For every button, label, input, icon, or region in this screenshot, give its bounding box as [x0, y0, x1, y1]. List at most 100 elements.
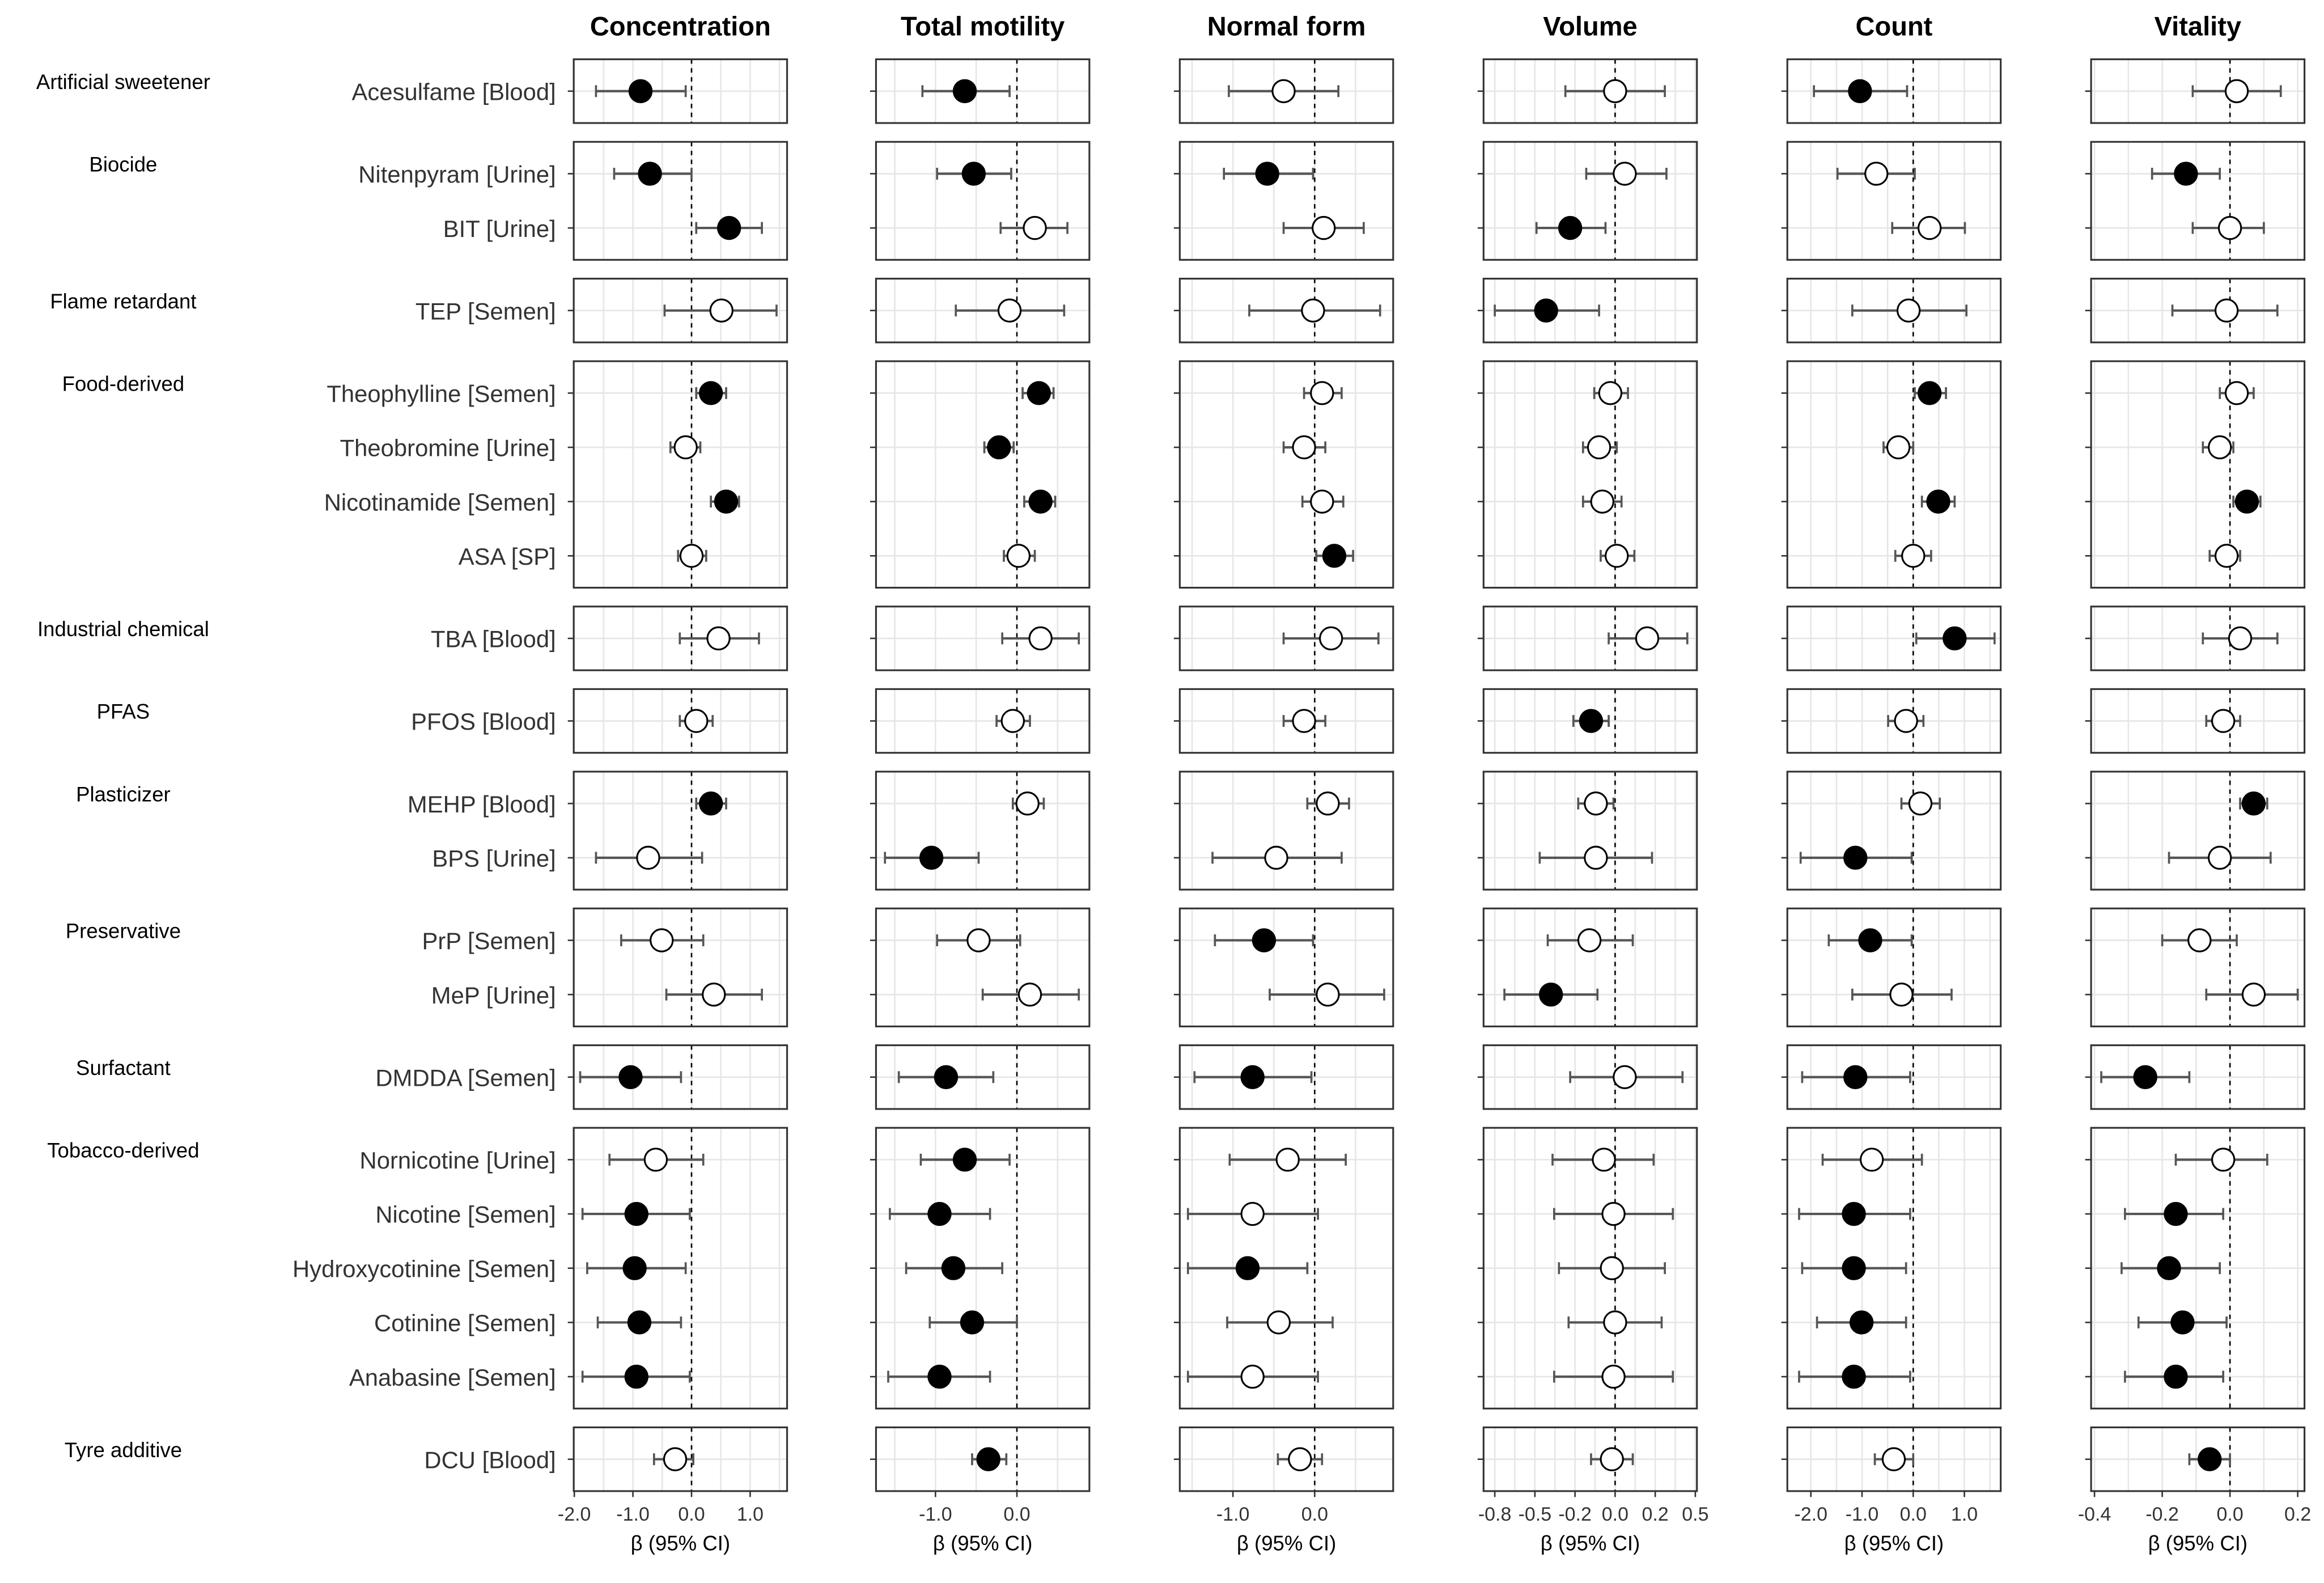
- panel-border: [2090, 141, 2306, 261]
- point-nonsignificant: [2211, 709, 2236, 733]
- x-tick-label: -2.0: [558, 1504, 591, 1525]
- panel-border: [572, 277, 788, 344]
- point-nonsignificant: [1316, 982, 1340, 1007]
- point-nonsignificant: [2208, 435, 2232, 460]
- group-label: Tobacco-derived: [47, 1138, 199, 1162]
- panel-volume: Volume -0.8 -0.5 -0.2 0.0 0.2 0.5 β (95% CI): [1477, 11, 1709, 1555]
- panel-border: [572, 688, 788, 754]
- point-nonsignificant: [679, 544, 704, 568]
- point-nonsignificant: [1896, 298, 1921, 323]
- row-label: ASA [SP]: [459, 543, 556, 570]
- point-significant: [1848, 79, 1872, 103]
- point-nonsignificant: [1601, 1364, 1626, 1389]
- point-nonsignificant: [650, 928, 674, 953]
- x-tick-label: 0.5: [1682, 1504, 1708, 1525]
- panel-border: [572, 1044, 788, 1110]
- point-significant: [927, 1364, 952, 1389]
- point-nonsignificant: [1319, 626, 1343, 651]
- panel-background: [1483, 361, 1697, 588]
- point-nonsignificant: [1584, 845, 1608, 870]
- point-nonsignificant: [1017, 982, 1042, 1007]
- panel-border: [1786, 771, 2002, 891]
- row-label: PFOS [Blood]: [411, 708, 556, 735]
- panel-border: [2090, 1127, 2306, 1410]
- row-label: MEHP [Blood]: [408, 791, 556, 818]
- point-nonsignificant: [636, 845, 660, 870]
- point-significant: [1842, 1364, 1866, 1389]
- panel-background: [1787, 361, 2001, 588]
- panel-border: [1482, 907, 1698, 1027]
- group-label: Surfactant: [76, 1056, 171, 1080]
- point-significant: [2170, 1310, 2195, 1335]
- point-nonsignificant: [1590, 489, 1614, 514]
- point-significant: [1579, 709, 1604, 733]
- point-nonsignificant: [2224, 381, 2249, 405]
- group-label: Biocide: [89, 153, 157, 176]
- point-significant: [1534, 298, 1558, 323]
- panel-border: [1482, 771, 1698, 891]
- panel-border: [1786, 58, 2002, 124]
- panel-border: [2090, 58, 2306, 124]
- point-nonsignificant: [1006, 544, 1031, 568]
- panel-title: Normal form: [1207, 11, 1366, 41]
- panel-background: [876, 771, 1089, 890]
- point-nonsignificant: [643, 1148, 668, 1172]
- panel-border: [1482, 58, 1698, 124]
- x-tick-label: 0.0: [2216, 1504, 2243, 1525]
- point-significant: [952, 79, 977, 103]
- point-nonsignificant: [1240, 1364, 1265, 1389]
- x-tick-label: -0.8: [1478, 1504, 1512, 1525]
- point-significant: [638, 162, 662, 186]
- panel-border: [1178, 771, 1394, 891]
- panel-background: [1483, 142, 1697, 260]
- point-nonsignificant: [1264, 845, 1288, 870]
- panel-background: [2091, 771, 2305, 890]
- panel-background: [1483, 771, 1697, 890]
- x-tick-label: -0.4: [2078, 1504, 2111, 1525]
- point-nonsignificant: [1598, 381, 1623, 405]
- panel-background: [1180, 142, 1393, 260]
- point-significant: [618, 1065, 643, 1089]
- panel-border: [2090, 277, 2306, 344]
- panel-background: [1787, 142, 2001, 260]
- row-label: DCU [Blood]: [424, 1446, 555, 1473]
- row-label: Hydroxycotinine [Semen]: [292, 1255, 556, 1282]
- group-label: Flame retardant: [50, 290, 196, 313]
- point-significant: [1843, 1065, 1868, 1089]
- panel-border: [2090, 1044, 2306, 1110]
- point-nonsignificant: [663, 1447, 688, 1471]
- panel-border: [875, 277, 1091, 344]
- row-label: Acesulfame [Blood]: [352, 78, 556, 105]
- point-nonsignificant: [2208, 845, 2232, 870]
- point-nonsignificant: [2217, 215, 2242, 240]
- x-tick-label: -0.2: [1558, 1504, 1592, 1525]
- x-tick-label: 0.2: [2284, 1504, 2311, 1525]
- panel-border: [1178, 606, 1394, 671]
- point-significant: [1558, 215, 1583, 240]
- point-nonsignificant: [1605, 544, 1629, 568]
- x-tick-label: 1.0: [737, 1504, 764, 1525]
- panel-count: Count -2.0 -1.0 0.0 1.0 β (95% CI): [1781, 11, 2002, 1555]
- x-axis-label: β (95% CI): [631, 1531, 731, 1555]
- row-label: Nitenpyram [Urine]: [358, 161, 556, 188]
- panel-border: [2090, 1426, 2306, 1492]
- panel-border: [875, 688, 1091, 754]
- point-nonsignificant: [1864, 162, 1889, 186]
- row-label: Cotinine [Semen]: [374, 1310, 556, 1336]
- panel-border: [1178, 277, 1394, 344]
- point-nonsignificant: [1292, 709, 1316, 733]
- point-nonsignificant: [1292, 435, 1316, 460]
- point-significant: [1849, 1310, 1874, 1335]
- point-significant: [1943, 626, 1967, 651]
- group-label: Food-derived: [62, 372, 185, 395]
- panel-border: [2090, 688, 2306, 754]
- point-significant: [2133, 1065, 2157, 1089]
- group-label: Preservative: [66, 920, 181, 943]
- point-significant: [2157, 1256, 2181, 1280]
- point-significant: [628, 79, 653, 103]
- panel-border: [1786, 1044, 2002, 1110]
- panel-border: [875, 1044, 1091, 1110]
- point-significant: [1843, 845, 1868, 870]
- panel-border: [572, 141, 788, 261]
- x-axis-label: β (95% CI): [1541, 1531, 1640, 1555]
